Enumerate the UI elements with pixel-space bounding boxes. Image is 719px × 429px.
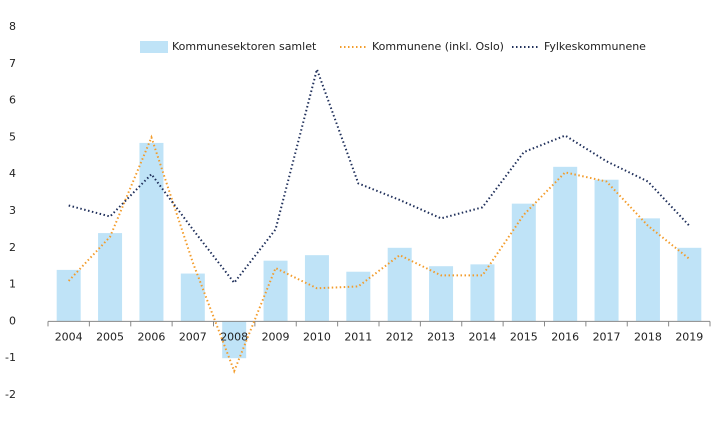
y-tick-label: 0 <box>9 314 16 327</box>
y-tick-label: -2 <box>5 388 16 401</box>
bar <box>180 273 205 322</box>
x-tick-label: 2014 <box>468 330 496 343</box>
bar <box>346 271 371 322</box>
x-tick-label: 2012 <box>386 330 414 343</box>
y-tick-label: 4 <box>9 167 16 180</box>
bar <box>677 247 702 322</box>
bar <box>56 269 81 322</box>
x-tick-label: 2019 <box>675 330 703 343</box>
bar <box>511 203 536 322</box>
x-tick-label: 2008 <box>220 330 248 343</box>
bar <box>470 264 495 322</box>
y-tick-label: 1 <box>9 278 16 291</box>
bar <box>553 166 578 322</box>
bar <box>98 233 123 322</box>
y-tick-label: 7 <box>9 57 16 70</box>
x-tick-label: 2004 <box>55 330 83 343</box>
y-tick-label: 8 <box>9 20 16 33</box>
x-tick-label: 2005 <box>96 330 124 343</box>
x-tick-label: 2011 <box>344 330 372 343</box>
x-tick-label: 2015 <box>510 330 538 343</box>
legend-label: Kommunesektoren samlet <box>172 40 317 53</box>
bar <box>635 218 660 322</box>
x-tick-label: 2009 <box>262 330 290 343</box>
x-tick-label: 2007 <box>179 330 207 343</box>
x-tick-label: 2006 <box>137 330 165 343</box>
line <box>67 134 690 374</box>
x-tick-label: 2018 <box>634 330 662 343</box>
x-tick-label: 2013 <box>427 330 455 343</box>
line <box>68 65 691 285</box>
y-tick-label: 6 <box>9 94 16 107</box>
legend-swatch <box>140 41 168 53</box>
bar <box>139 142 164 322</box>
bar <box>387 247 412 322</box>
y-tick-label: 5 <box>9 130 16 143</box>
x-tick-label: 2016 <box>551 330 579 343</box>
x-tick-label: 2017 <box>593 330 621 343</box>
y-tick-label: 3 <box>9 204 16 217</box>
legend-label: Fylkeskommunene <box>544 40 646 53</box>
y-tick-label: 2 <box>9 241 16 254</box>
legend-label: Kommunene (inkl. Oslo) <box>372 40 504 53</box>
bar <box>594 179 619 322</box>
y-tick-label: -1 <box>5 351 16 364</box>
bar <box>263 260 288 322</box>
x-tick-label: 2010 <box>303 330 331 343</box>
